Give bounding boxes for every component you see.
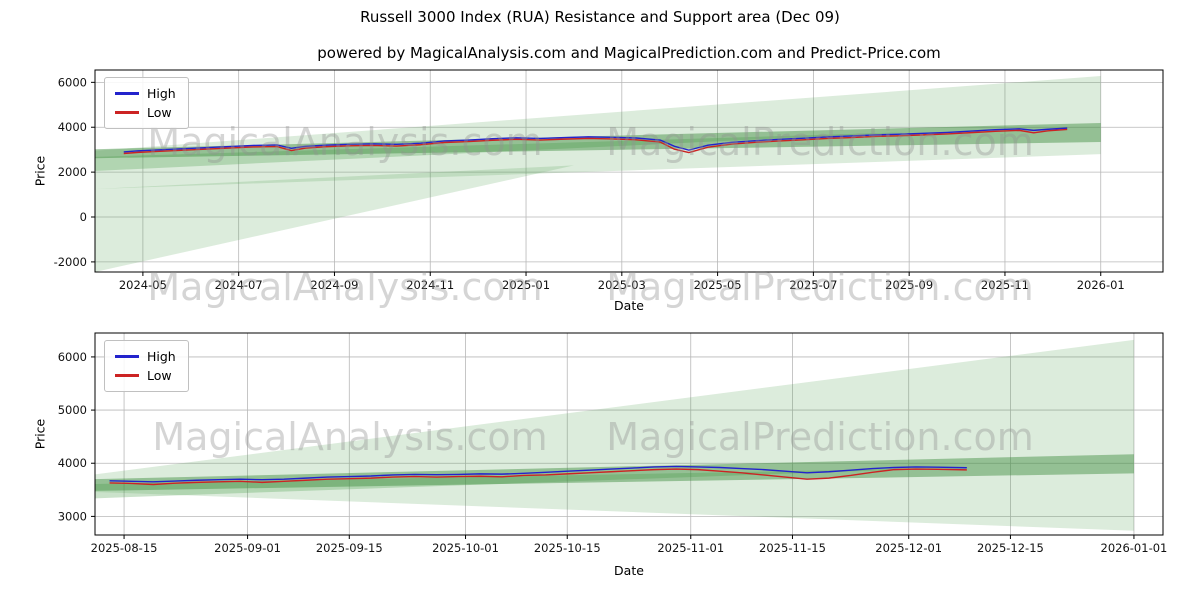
x-tick-label: 2024-09 (310, 278, 358, 292)
x-tick-label: 2025-11-15 (759, 541, 826, 555)
y-tick-label: 4000 (58, 120, 87, 134)
x-tick-label: 2024-07 (215, 278, 263, 292)
x-tick-label: 2025-11 (981, 278, 1029, 292)
resistance-fan-wide (95, 76, 1101, 189)
y-tick-label: 3000 (58, 509, 87, 523)
x-tick-label: 2026-01-01 (1101, 541, 1168, 555)
axes-frame (94, 332, 1164, 536)
y-tick-label: 6000 (58, 75, 87, 89)
legend-label-low: Low (147, 368, 172, 383)
x-tick-label: 2024-11 (406, 278, 454, 292)
low-line-swatch (115, 374, 139, 377)
legend-label-high: High (147, 86, 176, 101)
x-tick-label: 2026-01 (1077, 278, 1125, 292)
y-tick-label: 4000 (58, 456, 87, 470)
support-resistance-core-band (95, 122, 1101, 159)
legend-entry-low: Low (115, 103, 176, 122)
top-chart-ylabel: Price (32, 155, 48, 187)
y-tick-label: -2000 (54, 255, 87, 269)
support-resistance-core-band (95, 454, 1134, 491)
plot-top: 2024-05 2024-07 2024-09 2024-11 2025-01 2025-… (54, 69, 1164, 292)
low-line (109, 468, 967, 486)
legend-label-high: High (147, 349, 176, 364)
x-tick-label: 2025-10-15 (534, 541, 601, 555)
x-tick-label: 2025-10-01 (432, 541, 499, 555)
y-tick-label: 0 (80, 210, 87, 224)
top-chart-legend: High Low (104, 77, 189, 129)
support-fan-lower-wedge (95, 165, 574, 272)
x-tick-label: 2025-05 (694, 278, 742, 292)
high-line-swatch (115, 355, 139, 358)
low-line (123, 128, 1068, 155)
x-tick-label: 2025-12-01 (875, 541, 942, 555)
figure-title: Russell 3000 Index (RUA) Resistance and … (360, 8, 840, 26)
x-tick-label: 2024-05 (119, 278, 167, 292)
bottom-chart-legend: High Low (104, 340, 189, 392)
x-tick-label: 2025-03 (598, 278, 646, 292)
high-line-swatch (115, 92, 139, 95)
y-tick-label: 6000 (58, 350, 87, 364)
y-tick-label: 5000 (58, 403, 87, 417)
bottom-chart-ylabel: Price (32, 418, 48, 450)
resistance-fan-wide (95, 339, 1134, 531)
x-tick-label: 2025-08-15 (91, 541, 158, 555)
legend-entry-low: Low (115, 366, 176, 385)
legend-entry-high: High (115, 347, 176, 366)
low-line-swatch (115, 111, 139, 114)
x-tick-label: 2025-11-01 (657, 541, 724, 555)
x-tick-label: 2025-09-15 (316, 541, 383, 555)
axes-frame (94, 69, 1164, 273)
support-fan-medium (95, 132, 910, 171)
x-tick-label: 2025-01 (502, 278, 550, 292)
plot-bottom: 2025-08-15 2025-09-01 2025-09-15 2025-10-01… (58, 332, 1168, 555)
high-line (123, 127, 1068, 153)
legend-label-low: Low (147, 105, 172, 120)
x-tick-label: 2025-09-01 (214, 541, 281, 555)
y-tick-label: 2000 (58, 165, 87, 179)
x-tick-label: 2025-09 (885, 278, 933, 292)
top-chart-xlabel: Date (614, 298, 644, 313)
bottom-chart-xlabel: Date (614, 563, 644, 578)
x-tick-label: 2025-12-15 (977, 541, 1044, 555)
legend-entry-high: High (115, 84, 176, 103)
x-tick-label: 2025-07 (789, 278, 837, 292)
high-line (109, 465, 967, 483)
support-fan-medium (95, 468, 931, 499)
figure-subtitle: powered by MagicalAnalysis.com and Magic… (317, 44, 941, 62)
